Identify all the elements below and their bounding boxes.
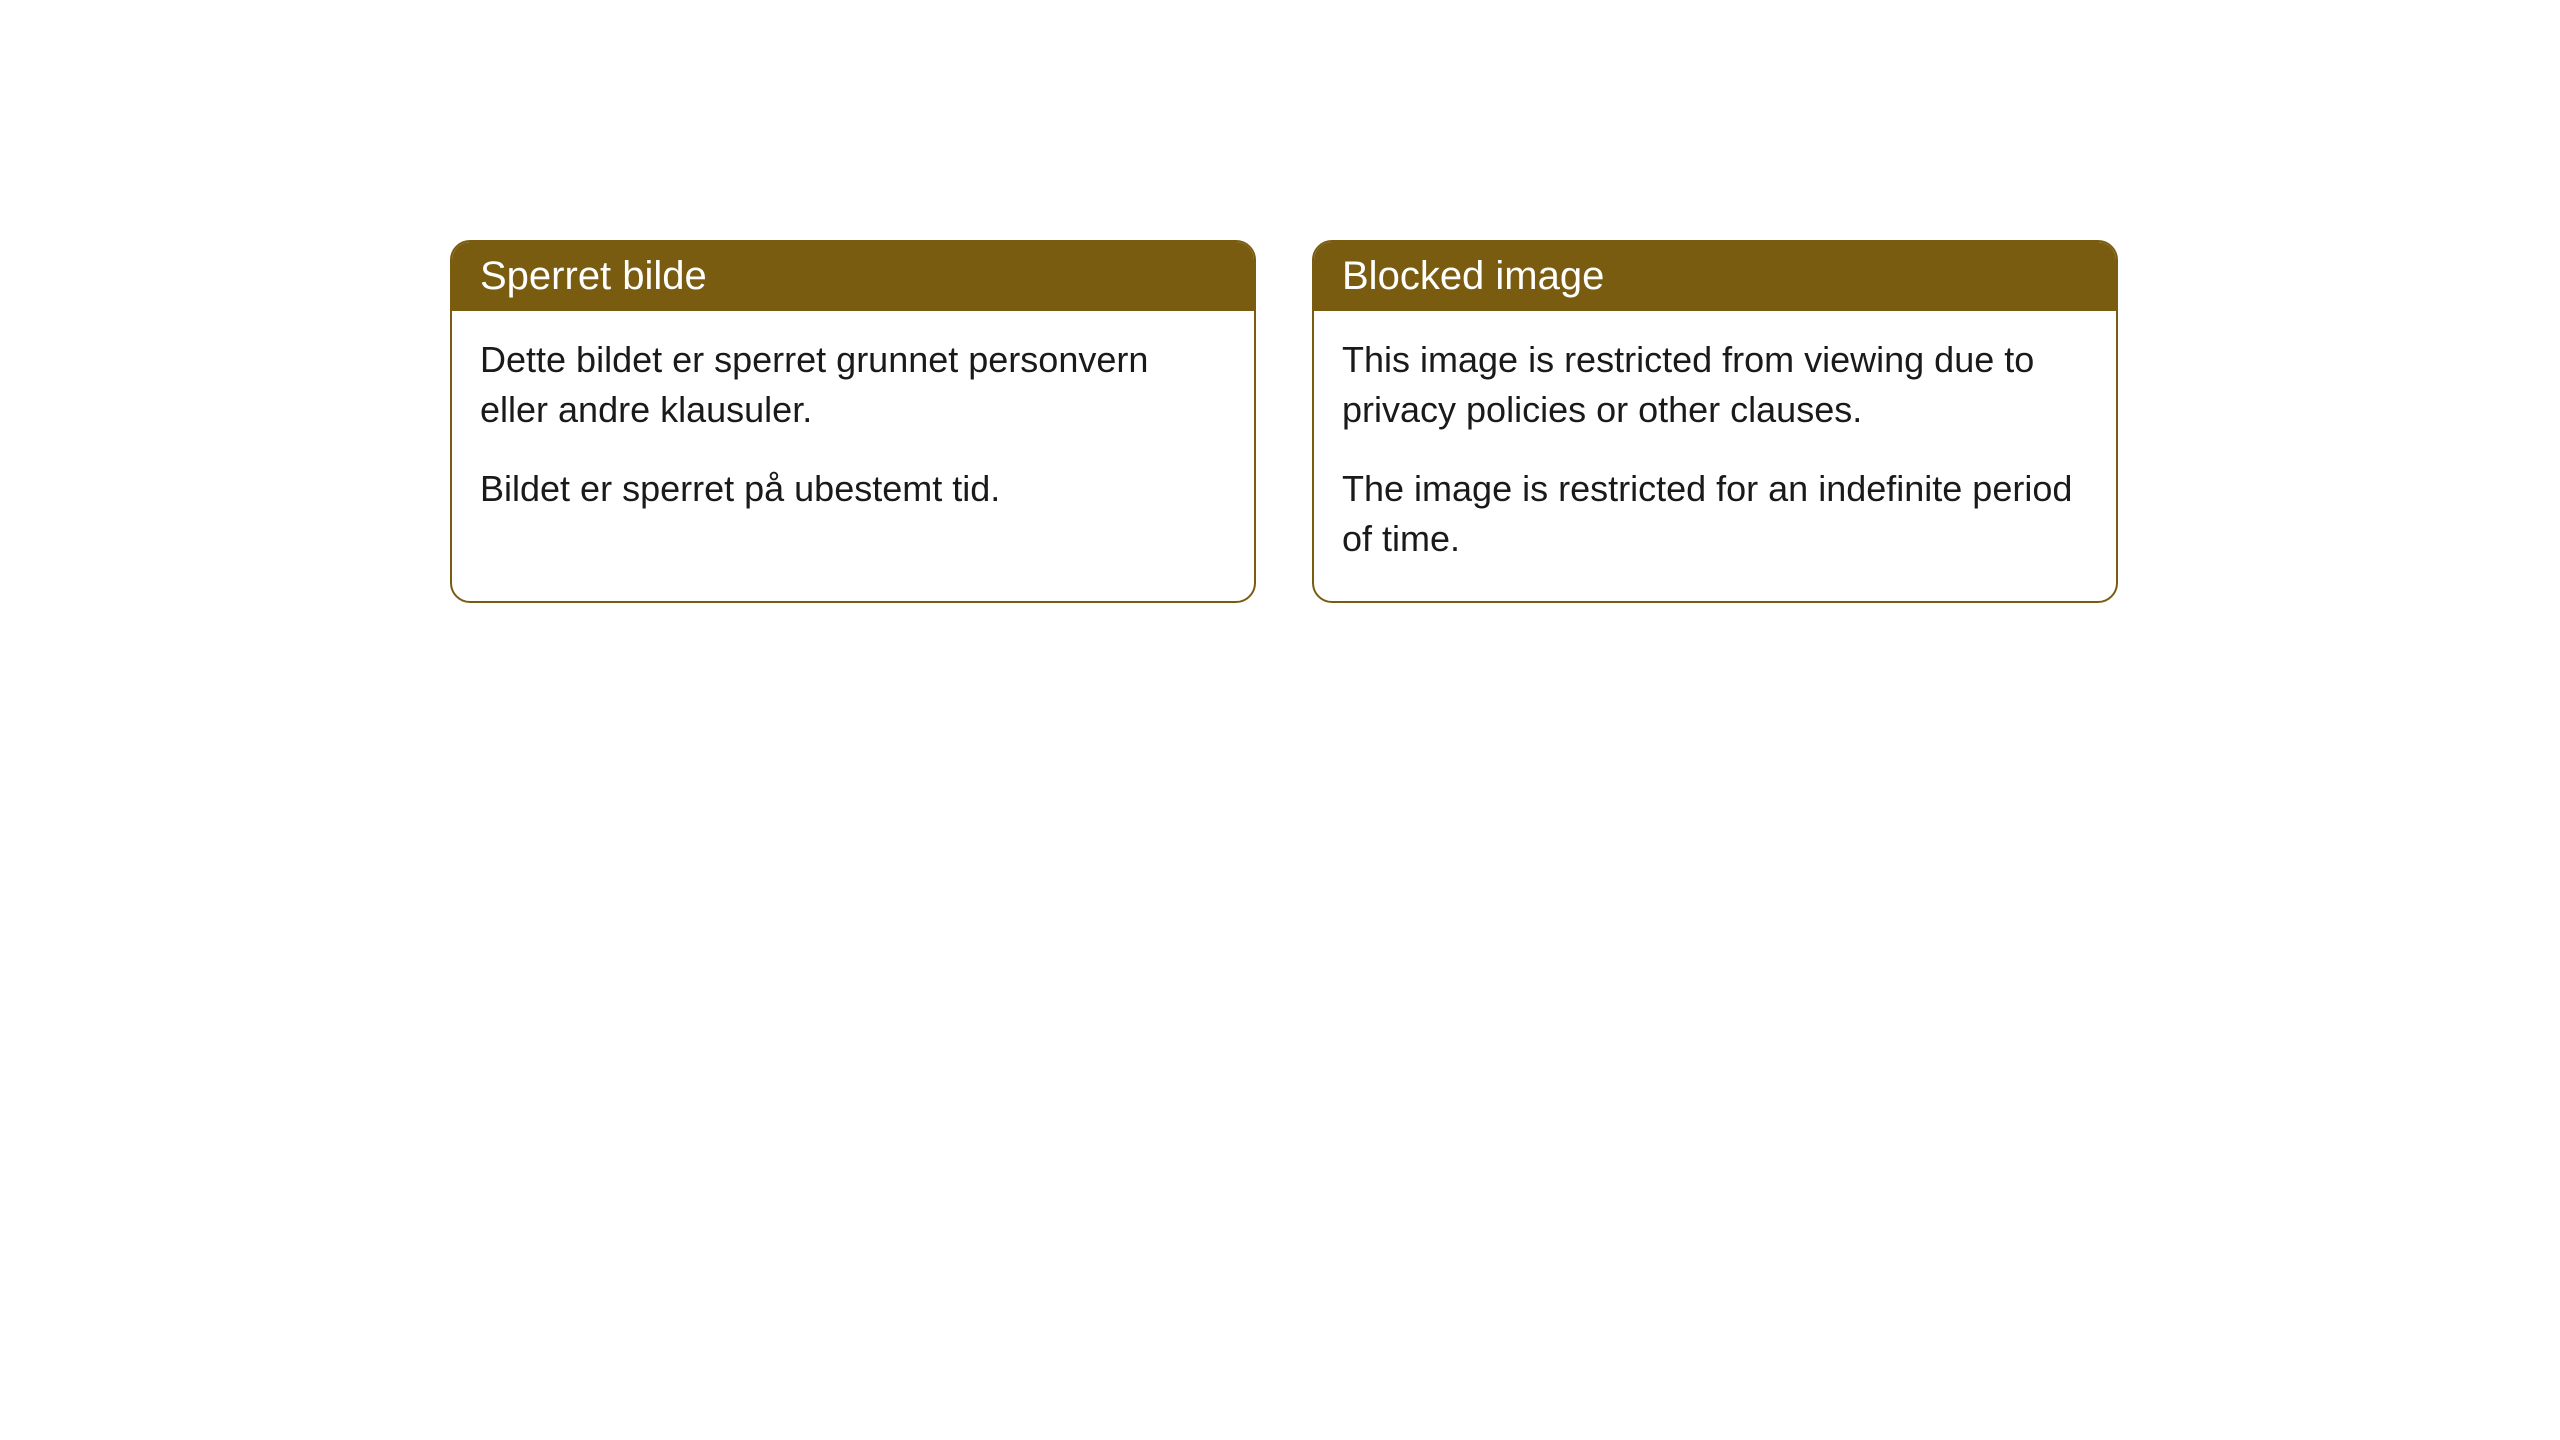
card-paragraph: Bildet er sperret på ubestemt tid. — [480, 464, 1226, 514]
card-paragraph: Dette bildet er sperret grunnet personve… — [480, 335, 1226, 436]
card-title: Blocked image — [1342, 254, 1604, 298]
card-paragraph: The image is restricted for an indefinit… — [1342, 464, 2088, 565]
card-title: Sperret bilde — [480, 254, 707, 298]
notice-cards-container: Sperret bilde Dette bildet er sperret gr… — [450, 240, 2118, 603]
blocked-image-card-english: Blocked image This image is restricted f… — [1312, 240, 2118, 603]
card-header-norwegian: Sperret bilde — [452, 242, 1254, 311]
blocked-image-card-norwegian: Sperret bilde Dette bildet er sperret gr… — [450, 240, 1256, 603]
card-paragraph: This image is restricted from viewing du… — [1342, 335, 2088, 436]
card-body-english: This image is restricted from viewing du… — [1314, 311, 2116, 601]
card-body-norwegian: Dette bildet er sperret grunnet personve… — [452, 311, 1254, 550]
card-header-english: Blocked image — [1314, 242, 2116, 311]
